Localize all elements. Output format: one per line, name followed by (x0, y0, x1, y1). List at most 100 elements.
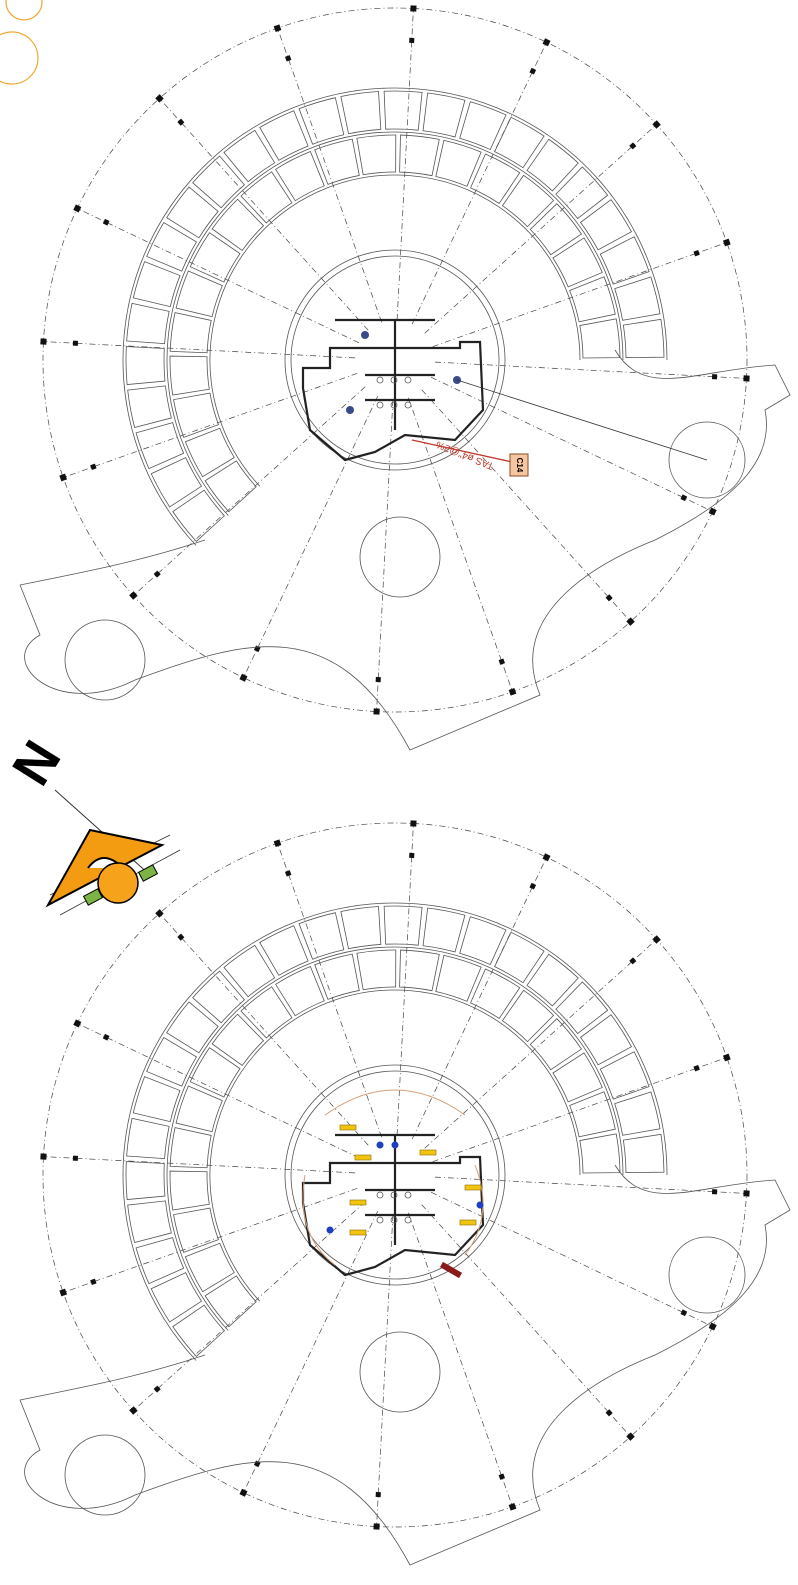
core-circle (290, 255, 500, 465)
seating-arc (166, 131, 624, 516)
fixture (404, 1191, 412, 1199)
column (680, 1309, 688, 1317)
seat-cell (314, 953, 360, 1000)
column (59, 473, 68, 482)
fixture (390, 401, 398, 409)
column (508, 1502, 517, 1511)
radial-axis (396, 823, 414, 1136)
radial-axis (159, 98, 369, 331)
column (693, 249, 700, 257)
fixture (376, 376, 384, 384)
seat-cell (169, 355, 210, 396)
seat-cell (459, 101, 507, 151)
seat-cell (383, 905, 423, 946)
seat-cell (169, 1170, 210, 1211)
seat-cell (135, 1237, 185, 1285)
seat-cell (189, 232, 241, 283)
column (373, 1523, 380, 1530)
seat-cell (622, 1133, 665, 1173)
seat-cell (223, 129, 276, 183)
fixture (390, 1191, 398, 1199)
seat-cell (399, 134, 440, 177)
seat-cell (494, 116, 545, 169)
column (73, 204, 82, 213)
seat-cell (555, 981, 609, 1035)
radial-axis (277, 843, 382, 1138)
column (155, 94, 164, 103)
light-fixture (354, 1154, 372, 1161)
radial-axis (133, 1201, 366, 1411)
radial-axis (430, 376, 713, 512)
radial-axis (376, 1214, 394, 1527)
seat-cell (399, 949, 440, 992)
fixture (404, 1216, 412, 1224)
radial-axis (424, 939, 657, 1149)
seat-cell (127, 1200, 172, 1243)
building-core (301, 340, 485, 462)
seat-cell (172, 1304, 225, 1357)
column (129, 1406, 138, 1415)
seat-cell (422, 92, 466, 138)
fixture (376, 1191, 384, 1199)
plaza-circle (64, 619, 146, 701)
seat-cell (240, 171, 293, 224)
column (743, 1190, 750, 1197)
seat-cell (126, 1117, 170, 1160)
seat-cell (126, 302, 170, 345)
light-fixture (339, 1124, 357, 1131)
column (72, 340, 79, 346)
seat-cell (569, 1091, 616, 1138)
column (373, 708, 380, 715)
column (542, 38, 551, 47)
column (177, 118, 185, 126)
seat-cell (501, 989, 555, 1043)
column (629, 142, 637, 150)
radial-axis (133, 386, 366, 596)
seat-cell (275, 966, 325, 1017)
outlet (391, 1141, 399, 1149)
seat-cell (579, 318, 621, 359)
column (284, 55, 292, 62)
box-label: C14 (515, 458, 524, 473)
light-fixture (459, 1219, 477, 1226)
radial-axis (408, 397, 513, 692)
column (375, 676, 381, 683)
partition (335, 318, 435, 430)
column (284, 870, 292, 877)
core-circle (284, 249, 506, 471)
fixture (404, 401, 412, 409)
radial-axis (63, 373, 358, 478)
column (102, 218, 110, 226)
column (409, 852, 415, 859)
seat-cell (501, 174, 555, 228)
seat-cell (175, 270, 223, 318)
seat-cell (175, 1085, 223, 1133)
seat-cell (569, 276, 616, 323)
partial-marker (5, 0, 43, 21)
radial-axis (376, 399, 394, 712)
seat-cell (169, 1127, 212, 1169)
radial-axis (77, 1023, 360, 1159)
fixture-tag: C14 TAS ø4"@2% (411, 438, 529, 477)
seat-cell (135, 422, 185, 470)
column (680, 494, 688, 502)
seat-cell (192, 970, 245, 1024)
seat-cell (470, 153, 521, 205)
partial-marker (0, 31, 39, 85)
electrical-run (302, 1089, 484, 1266)
column (73, 1019, 82, 1028)
column (693, 1064, 700, 1072)
seat-cell (459, 916, 507, 966)
seat-cell (184, 427, 235, 478)
seat-cell (340, 906, 382, 950)
terrace-outline (19, 349, 791, 751)
light-fixture (464, 1184, 482, 1191)
seat-cell (314, 138, 360, 185)
seat-cell (529, 203, 582, 256)
partition (335, 1133, 435, 1245)
column (90, 463, 97, 471)
pipe (456, 379, 708, 461)
column (153, 1385, 161, 1393)
seat-cell (435, 954, 482, 1002)
